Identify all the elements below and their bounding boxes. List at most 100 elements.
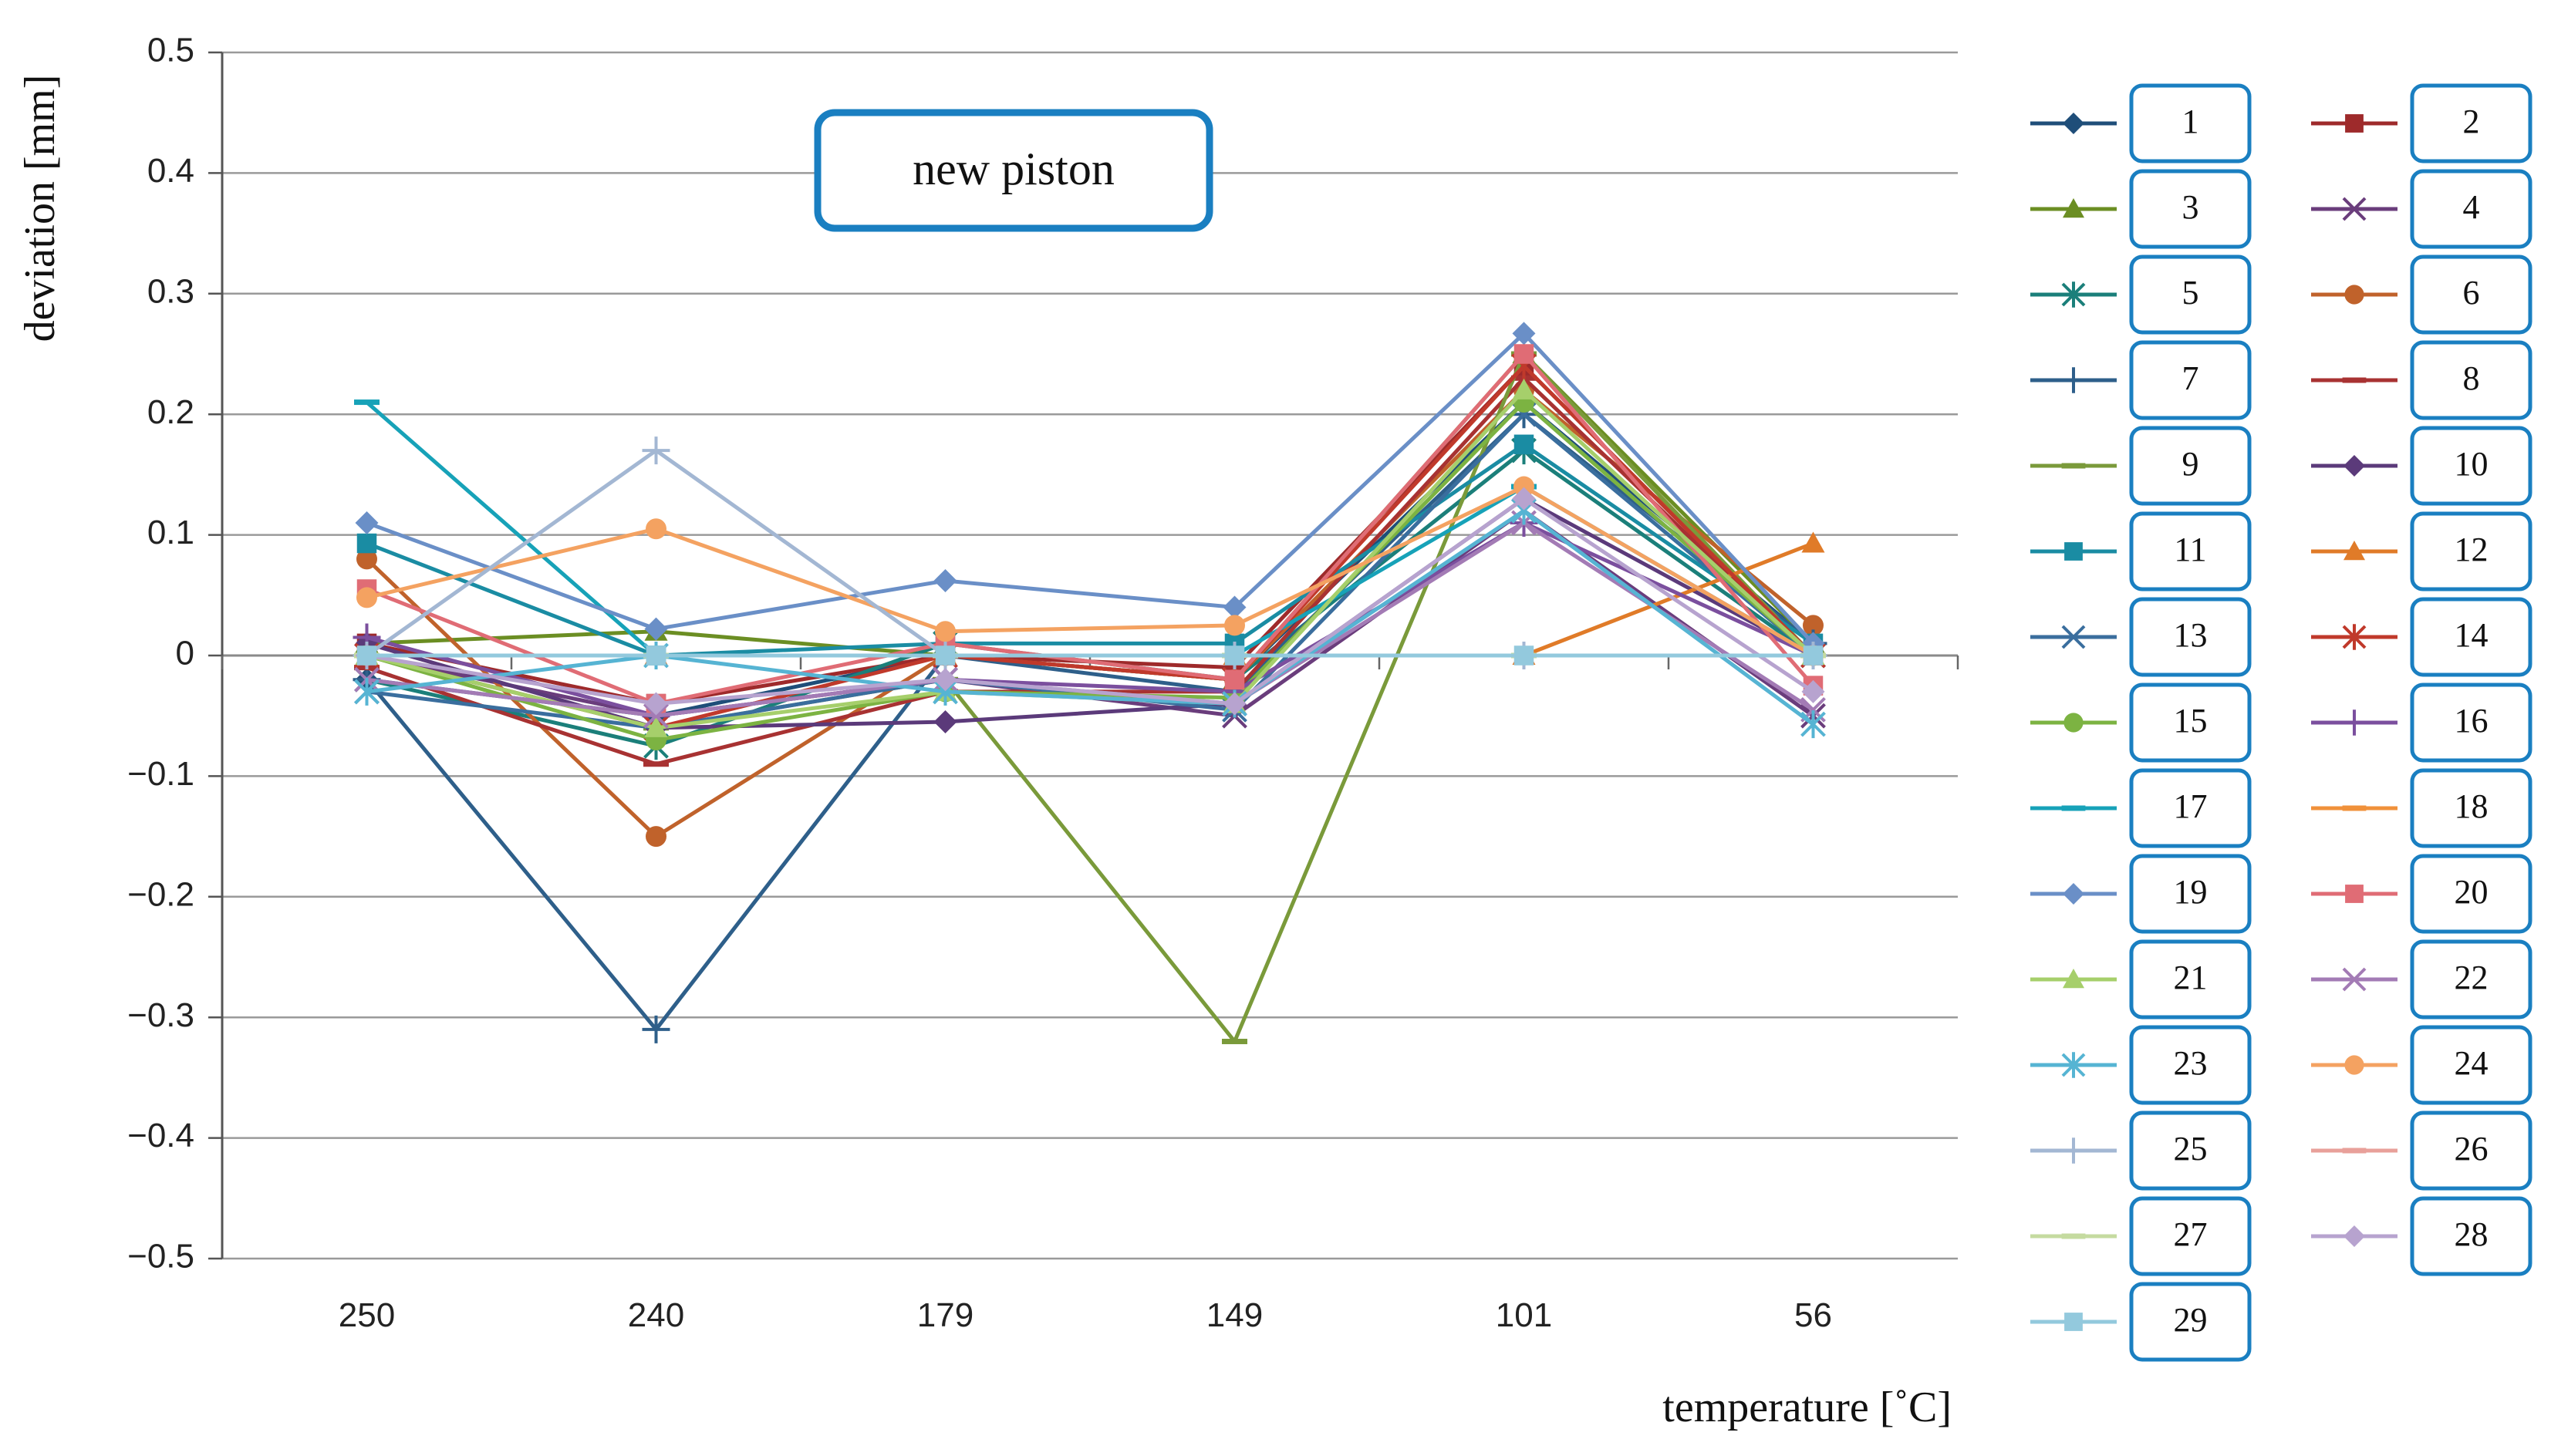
y-tick-label: 0.1 [147,514,194,551]
legend-label-box [2410,426,2532,506]
legend-label-box [2410,511,2532,592]
data-point [2061,1052,2086,1078]
legend-label-box [2410,1025,2532,1105]
legend-label: 28 [2455,1215,2489,1253]
data-point [1803,615,1824,636]
legend-label: 27 [2174,1215,2208,1253]
legend-label: 19 [2174,873,2208,911]
annotation-box: new piston [814,109,1213,232]
y-tick-label: 0.3 [147,272,194,310]
series-line [366,448,1814,658]
data-point [1512,322,1536,345]
data-point [2061,281,2086,308]
legend-label-box [2410,1111,2532,1191]
y-axis-title: deviation [mm] [16,75,64,342]
legend-label: 1 [2182,103,2199,140]
legend-label-box [2129,939,2252,1020]
series-line [365,412,1815,1032]
series-line [366,331,1815,645]
legend-item-19: 19 [2030,854,2252,934]
legend-item-14: 14 [2311,597,2532,677]
x-tick-label: 240 [628,1296,684,1334]
data-point [644,716,668,737]
legend-label: 14 [2455,616,2489,654]
legend-item-2: 2 [2311,83,2532,163]
legend-item-7: 7 [2030,340,2252,420]
data-point [1803,645,1824,666]
legend-label: 22 [2455,959,2489,996]
legend-label-box [2410,83,2532,163]
legend-label-box [2129,1111,2252,1191]
legend-label-box [2129,854,2252,934]
legend-label: 29 [2174,1301,2208,1339]
data-point [642,1015,670,1043]
legend-label-box [2410,254,2532,335]
y-tick-label: −0.2 [127,875,194,913]
legend-label: 18 [2455,787,2489,825]
legend-label: 12 [2455,531,2489,568]
data-point [643,761,669,767]
data-point [2345,114,2364,133]
legend-item-21: 21 [2030,939,2252,1020]
legend-label: 9 [2182,445,2199,483]
legend-label: 26 [2455,1130,2489,1168]
data-point [646,826,666,848]
data-point [2342,624,2367,650]
data-point [356,533,377,554]
data-point [2060,367,2087,393]
legend-label-box [2129,597,2252,677]
data-point [2061,463,2086,469]
legend-label-box [2129,1025,2252,1105]
data-point [2343,455,2365,477]
series-3 [355,342,1825,689]
legend-label: 20 [2455,873,2489,911]
legend-label: 17 [2174,787,2208,825]
data-point [1512,378,1536,399]
x-tick-label: 56 [1794,1296,1832,1334]
legend-item-17: 17 [2030,768,2252,848]
data-point [935,645,956,666]
data-point [1224,645,1245,666]
data-point [935,621,956,642]
data-point [354,677,380,706]
legend-label: 3 [2182,188,2199,226]
data-point [1801,679,1825,703]
data-point [1224,615,1245,636]
legend-item-15: 15 [2030,682,2252,763]
legend-label-box [2129,254,2252,335]
legend-item-1: 1 [2030,83,2252,163]
legend-item-24: 24 [2311,1025,2532,1105]
y-tick-label: −0.3 [127,996,194,1034]
legend-label: 8 [2463,359,2480,397]
y-tick-label: 0 [176,635,194,672]
legend-label-box [2410,597,2532,677]
series-line [366,484,1814,658]
series-29 [356,645,1824,666]
series-line [366,352,1815,706]
y-tick-label: 0.5 [147,32,194,69]
legend-label-box [2129,1196,2252,1276]
legend-item-6: 6 [2311,254,2532,335]
series-line [366,497,1814,706]
data-point [355,511,379,534]
legend-item-3: 3 [2030,169,2252,249]
data-point [2343,1225,2365,1247]
legend-label-box [2129,768,2252,848]
data-point [356,645,377,666]
series-line [366,400,1815,742]
legend-label: 11 [2174,531,2206,568]
data-point [1800,710,1826,739]
legend-item-28: 28 [2311,1196,2532,1276]
legend-item-9: 9 [2030,426,2252,506]
legend-label: 25 [2174,1130,2208,1168]
data-point [2060,1138,2087,1164]
y-tick-label: 0.2 [147,393,194,431]
data-point [1513,344,1534,364]
data-point [1513,476,1534,497]
data-point [354,399,380,406]
legend-label-box [2129,340,2252,420]
legend-label-box [2129,1282,2252,1362]
data-point [2061,625,2086,649]
